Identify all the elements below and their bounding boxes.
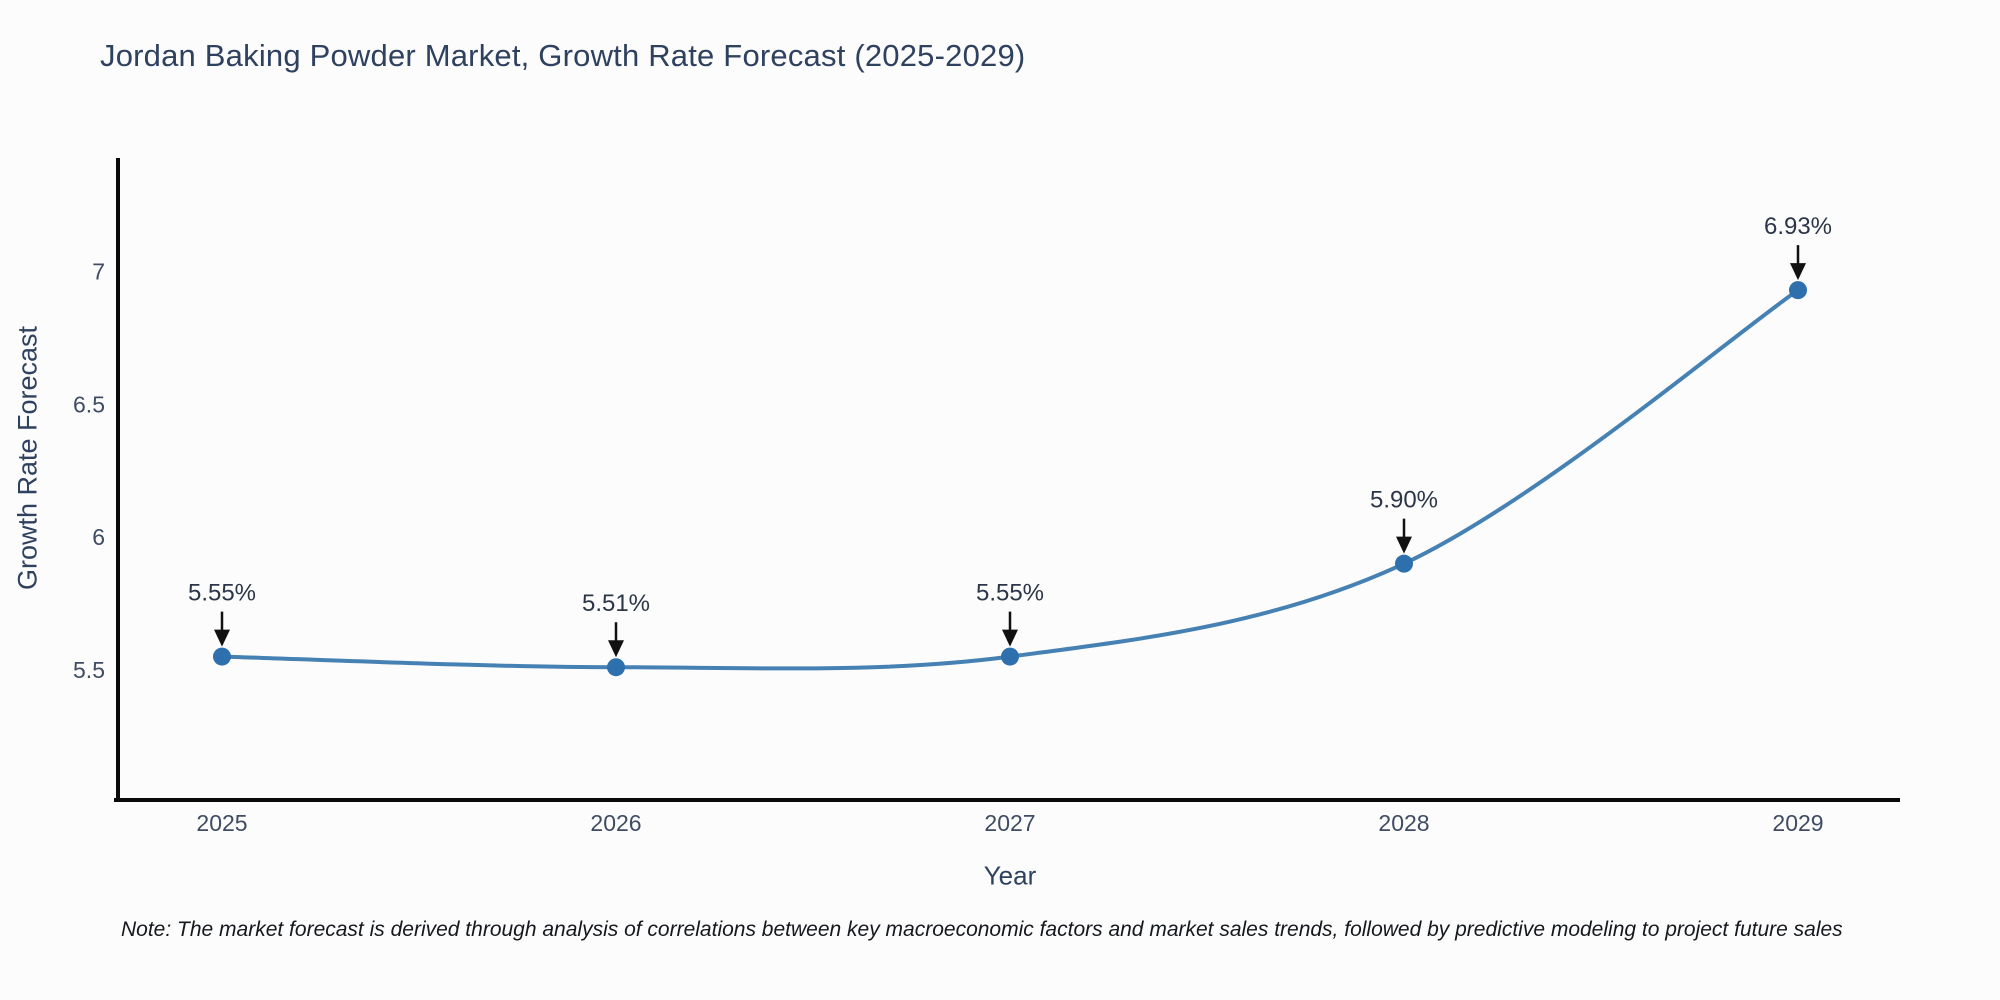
- data-point-marker: [607, 658, 625, 677]
- annotation-arrowhead: [1002, 629, 1018, 647]
- forecast-line: [221, 288, 1800, 671]
- point-annotation: 6.93%: [1764, 213, 1832, 240]
- point-annotation: 5.55%: [976, 580, 1044, 607]
- y-tick-label: 6: [92, 524, 105, 550]
- y-tick-label: 7: [92, 259, 105, 285]
- point-annotation: 5.51%: [582, 590, 650, 617]
- data-point-marker: [1395, 554, 1413, 573]
- x-tick-label: 2025: [196, 810, 247, 836]
- x-tick-label: 2029: [1772, 810, 1823, 836]
- x-tick-label: 2027: [984, 810, 1035, 836]
- point-annotation: 5.55%: [188, 580, 256, 607]
- chart-title: Jordan Baking Powder Market, Growth Rate…: [100, 38, 1026, 73]
- x-tick-label: 2026: [590, 810, 641, 836]
- point-annotation: 5.90%: [1370, 487, 1438, 514]
- footnote: Note: The market forecast is derived thr…: [121, 918, 1843, 941]
- y-axis-title: Growth Rate Forecast: [12, 325, 43, 591]
- y-tick-label: 5.5: [73, 657, 105, 683]
- x-tick-label: 2028: [1378, 810, 1429, 836]
- data-point-marker: [213, 647, 231, 666]
- data-point-marker: [1001, 647, 1019, 666]
- annotation-arrowhead: [214, 629, 230, 647]
- annotation-arrowhead: [1396, 536, 1412, 554]
- annotation-arrowhead: [1790, 263, 1806, 281]
- x-axis-title: Year: [983, 860, 1037, 891]
- y-tick-label: 6.5: [73, 391, 105, 417]
- data-point-marker: [1789, 281, 1807, 300]
- annotation-arrowhead: [608, 640, 624, 658]
